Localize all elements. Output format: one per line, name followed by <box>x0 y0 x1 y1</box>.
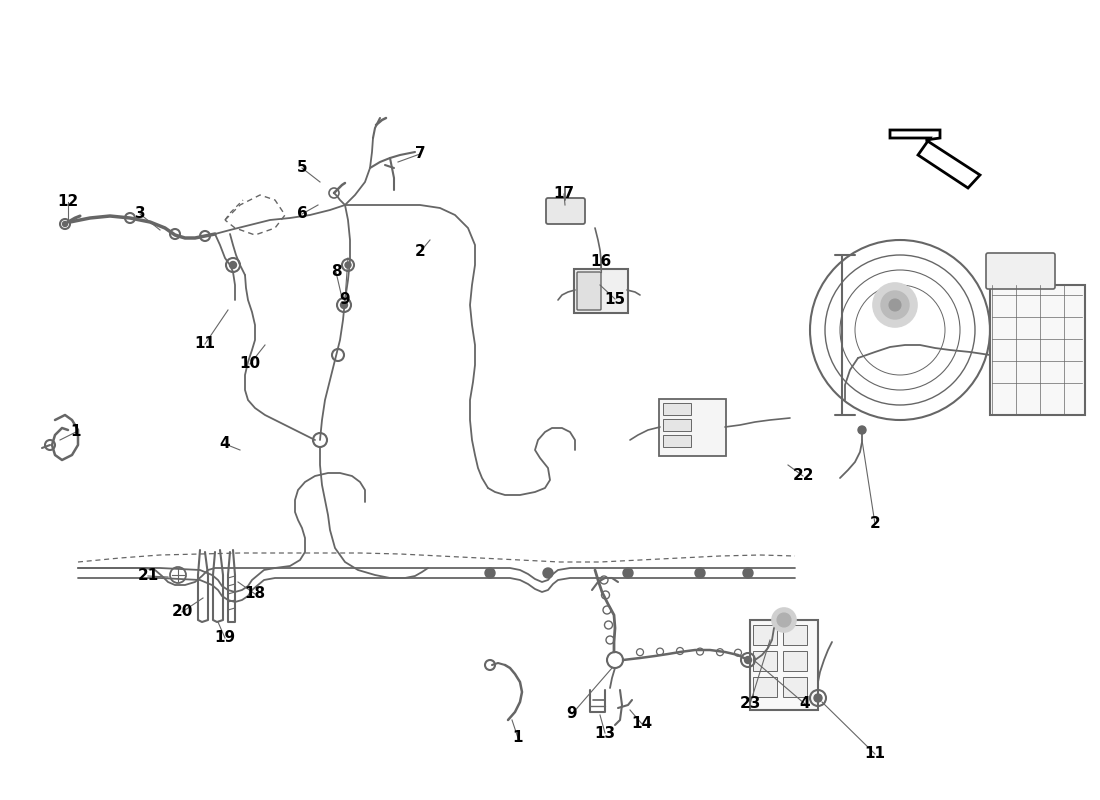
Text: 21: 21 <box>138 569 158 583</box>
Text: 13: 13 <box>594 726 616 741</box>
Circle shape <box>230 262 236 269</box>
Text: 14: 14 <box>631 717 652 731</box>
Bar <box>783 625 807 645</box>
Bar <box>754 677 777 697</box>
Text: 20: 20 <box>172 605 192 619</box>
Text: 16: 16 <box>591 254 612 270</box>
Text: 3: 3 <box>134 206 145 222</box>
Bar <box>990 285 1085 415</box>
Text: 9: 9 <box>340 291 350 306</box>
Text: 19: 19 <box>214 630 235 646</box>
Circle shape <box>345 262 351 268</box>
Circle shape <box>623 568 632 578</box>
Text: 11: 11 <box>195 337 216 351</box>
Bar <box>750 620 818 710</box>
FancyBboxPatch shape <box>578 272 601 310</box>
FancyBboxPatch shape <box>574 269 628 313</box>
Bar <box>783 651 807 671</box>
Circle shape <box>873 283 917 327</box>
Text: 11: 11 <box>865 746 886 762</box>
Bar <box>663 419 691 431</box>
Text: 1: 1 <box>70 425 81 439</box>
Circle shape <box>889 299 901 311</box>
Circle shape <box>485 568 495 578</box>
Text: 4: 4 <box>220 437 230 451</box>
Bar <box>754 625 777 645</box>
Text: 6: 6 <box>297 206 307 222</box>
Text: 4: 4 <box>800 697 811 711</box>
Text: 12: 12 <box>57 194 78 210</box>
Circle shape <box>772 608 796 632</box>
Text: 2: 2 <box>870 517 880 531</box>
Circle shape <box>695 568 705 578</box>
FancyBboxPatch shape <box>546 198 585 224</box>
FancyBboxPatch shape <box>986 253 1055 289</box>
Text: 8: 8 <box>331 265 341 279</box>
Bar <box>783 677 807 697</box>
Text: 10: 10 <box>240 357 261 371</box>
Text: 2: 2 <box>415 245 426 259</box>
Circle shape <box>63 222 67 226</box>
Text: 23: 23 <box>739 697 761 711</box>
Circle shape <box>814 694 822 702</box>
Bar <box>663 435 691 447</box>
Text: 1: 1 <box>513 730 524 746</box>
Bar <box>663 403 691 415</box>
Text: 9: 9 <box>566 706 578 722</box>
FancyBboxPatch shape <box>659 399 726 456</box>
Circle shape <box>543 568 553 578</box>
Circle shape <box>341 302 348 309</box>
Circle shape <box>742 568 754 578</box>
Circle shape <box>745 657 751 663</box>
Text: 18: 18 <box>244 586 265 602</box>
Circle shape <box>858 426 866 434</box>
Text: 5: 5 <box>297 161 307 175</box>
Bar <box>754 651 777 671</box>
Circle shape <box>881 291 909 319</box>
Circle shape <box>777 613 791 627</box>
Text: 15: 15 <box>604 291 626 306</box>
Text: 17: 17 <box>553 186 574 202</box>
Text: 7: 7 <box>415 146 426 162</box>
Text: 22: 22 <box>792 469 814 483</box>
